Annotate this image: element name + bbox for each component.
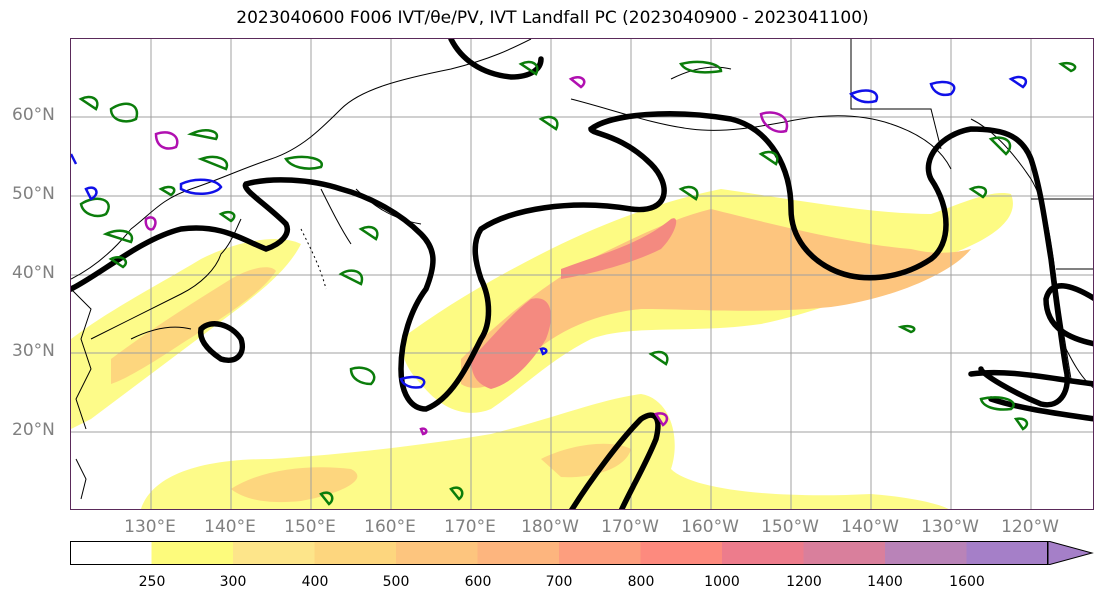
- colorbar-segment: [477, 541, 560, 565]
- lon-label-130e: 130°E: [124, 517, 176, 537]
- colorbar-tick-1000: 1000: [704, 574, 740, 590]
- ivt-shading: [71, 189, 1013, 509]
- colorbar-tick-1400: 1400: [867, 574, 903, 590]
- lon-label-150e: 150°E: [284, 517, 336, 537]
- black-contour-east: [1043, 283, 1093, 347]
- black-contours: [71, 39, 1093, 509]
- colorbar-tick-700: 700: [545, 574, 573, 590]
- colorbar-tick-300: 300: [219, 574, 247, 590]
- lon-label-140e: 140°E: [204, 517, 256, 537]
- colorbar-segment: [640, 541, 723, 565]
- ivt-river-core: [471, 218, 677, 389]
- black-contour-south: [569, 412, 661, 509]
- lat-label-30n: 30°N: [12, 341, 55, 361]
- colorbar-tick-600: 600: [464, 574, 492, 590]
- colorbar-tick-250: 250: [138, 574, 166, 590]
- black-contour-se: [968, 369, 1093, 422]
- colorbar-segment: [151, 541, 234, 565]
- ivt-core-south: [231, 443, 631, 503]
- map-canvas: [71, 39, 1093, 509]
- lat-label-60n: 60°N: [12, 105, 55, 125]
- colorbar-segment: [803, 541, 886, 565]
- lon-label-170e: 170°E: [444, 517, 496, 537]
- lon-label-180w: 180°W: [521, 517, 579, 537]
- lon-label-140w: 140°W: [841, 517, 899, 537]
- colorbar-segment: [559, 541, 641, 565]
- green-contours: [78, 60, 1077, 506]
- chart-title: 2023040600 F006 IVT/θe/PV, IVT Landfall …: [236, 8, 869, 28]
- colorbar-segment: [396, 541, 478, 565]
- colorbar-tick-800: 800: [627, 574, 655, 590]
- colorbar-tick-400: 400: [301, 574, 329, 590]
- colorbar-segment: [722, 541, 804, 565]
- magenta-contours: [144, 76, 789, 436]
- lon-label-160e: 160°E: [364, 517, 416, 537]
- ivt-river-mid: [461, 209, 971, 388]
- map-panel: [70, 38, 1094, 510]
- lat-label-50n: 50°N: [12, 184, 55, 204]
- colorbar-segments: [70, 541, 1094, 565]
- black-contour-north: [448, 39, 544, 80]
- colorbar-extension: [1047, 541, 1094, 565]
- colorbar-segment: [314, 541, 397, 565]
- colorbar-segment: [70, 541, 152, 565]
- ivt-core-west: [111, 267, 276, 384]
- colorbar-segment: [233, 541, 315, 565]
- colorbar-tick-1200: 1200: [786, 574, 822, 590]
- black-contour-west: [71, 111, 1070, 412]
- lon-label-120w: 120°W: [1001, 517, 1059, 537]
- lon-label-170w: 170°W: [601, 517, 659, 537]
- lat-label-40n: 40°N: [12, 263, 55, 283]
- lat-label-20n: 20°N: [12, 420, 55, 440]
- colorbar-tick-1600: 1600: [949, 574, 985, 590]
- black-contour-loop: [197, 321, 245, 363]
- lon-label-160w: 160°W: [681, 517, 739, 537]
- blue-contours: [71, 75, 1028, 389]
- colorbar-tick-500: 500: [382, 574, 410, 590]
- colorbar: [70, 541, 1094, 565]
- colorbar-segment: [966, 541, 1049, 565]
- lon-label-150w: 150°W: [761, 517, 819, 537]
- lon-label-130w: 130°W: [921, 517, 979, 537]
- colorbar-segment: [885, 541, 967, 565]
